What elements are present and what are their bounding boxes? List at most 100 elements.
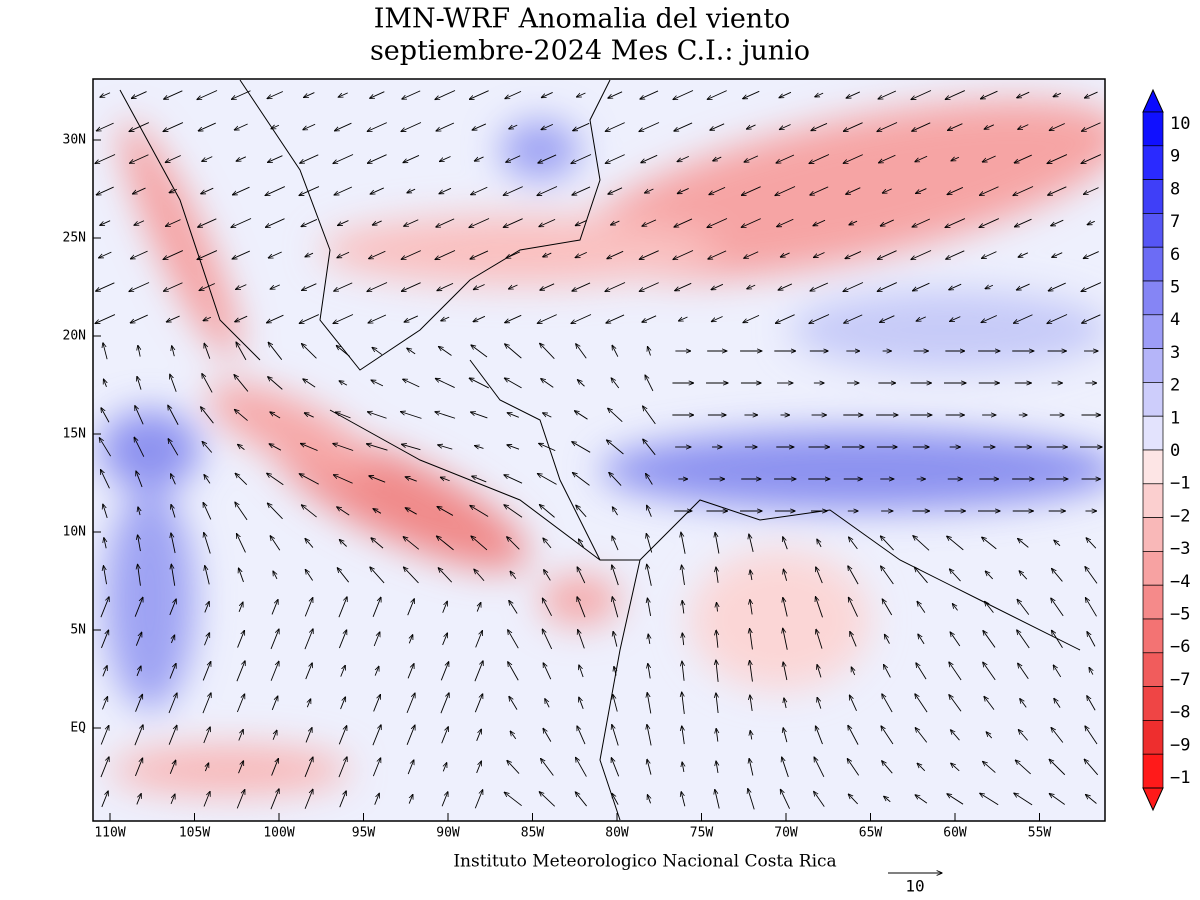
- wind-vector: [884, 665, 891, 678]
- wind-vector: [138, 345, 140, 357]
- wind-vector: [509, 125, 518, 129]
- wind-vector: [300, 154, 319, 163]
- wind-vector: [647, 725, 652, 746]
- wind-vector: [575, 792, 587, 807]
- colorbar-arrow-top: [1142, 88, 1164, 113]
- map-frame: [92, 78, 1106, 822]
- wind-vector: [913, 282, 930, 291]
- wind-vector: [946, 250, 965, 259]
- wind-vector: [236, 661, 245, 682]
- wind-vector: [813, 219, 826, 225]
- wind-vector: [136, 794, 141, 805]
- wind-vector: [748, 789, 755, 810]
- wind-vector: [677, 155, 690, 161]
- wind-vector: [782, 757, 789, 778]
- wind-vector: [135, 406, 144, 425]
- wind-vector: [577, 597, 586, 618]
- lon-label: 60W: [943, 826, 967, 841]
- wind-vector: [1053, 93, 1062, 96]
- wind-vector: [270, 629, 279, 650]
- wind-vector: [333, 314, 354, 324]
- wind-vector: [134, 220, 145, 225]
- wind-vector: [1087, 221, 1095, 224]
- wind-vector: [817, 697, 822, 709]
- wind-vector: [302, 283, 317, 291]
- colorbar-label: 5: [1170, 278, 1180, 298]
- wind-vector: [235, 502, 248, 521]
- lon-label: 70W: [774, 826, 798, 841]
- wind-vector: [202, 693, 211, 714]
- wind-vector: [165, 219, 181, 227]
- wind-vector: [646, 474, 653, 485]
- wind-vector: [476, 761, 482, 774]
- wind-vector: [439, 346, 452, 356]
- wind-vector: [163, 122, 184, 132]
- wind-vector: [441, 317, 450, 321]
- wind-vector: [783, 662, 788, 681]
- wind-vector: [203, 792, 210, 807]
- wind-vector: [815, 597, 823, 618]
- wind-vector: [575, 411, 588, 420]
- wind-vector: [441, 727, 449, 744]
- wind-vector: [507, 413, 519, 418]
- wind-vector: [374, 793, 380, 805]
- wind-vector: [371, 380, 384, 387]
- wind-vector: [99, 438, 112, 457]
- wind-vector: [809, 314, 830, 323]
- wind-vector: [952, 604, 958, 611]
- wind-vector: [307, 699, 310, 708]
- wind-vector: [881, 566, 894, 585]
- lon-label: 110W: [94, 826, 125, 841]
- wind-vector: [129, 122, 150, 132]
- wind-vector: [578, 630, 585, 649]
- wind-vector: [1014, 314, 1033, 324]
- wind-vector: [682, 726, 685, 745]
- wind-vector: [612, 536, 619, 551]
- wind-vector: [750, 660, 753, 682]
- wind-vector: [132, 187, 146, 194]
- wind-vector: [305, 663, 312, 680]
- wind-vector: [373, 632, 380, 647]
- title-line: septiembre-2024 Mes C.I.: junio: [370, 36, 810, 67]
- wind-vector: [472, 123, 487, 130]
- wind-vector: [305, 728, 312, 743]
- wind-vector: [848, 566, 859, 585]
- wind-vector: [172, 346, 175, 357]
- colorbar-label: −8: [1170, 703, 1190, 723]
- wind-vector: [96, 282, 115, 291]
- wind-vector: [851, 667, 854, 676]
- wind-vector: [606, 314, 625, 323]
- wind-vector: [877, 122, 898, 131]
- wind-vector: [674, 218, 693, 227]
- wind-vector: [435, 90, 456, 99]
- wind-vector: [503, 186, 523, 196]
- wind-vector: [537, 474, 557, 485]
- wind-vector: [882, 761, 893, 774]
- wind-vector: [643, 406, 656, 425]
- wind-vector: [847, 759, 860, 776]
- wind-vector: [810, 282, 829, 291]
- wind-vector: [915, 795, 928, 804]
- wind-vector: [539, 505, 555, 518]
- wind-vector: [612, 597, 619, 618]
- wind-vector: [750, 731, 752, 740]
- wind-vector: [849, 537, 858, 550]
- wind-vector: [577, 92, 586, 97]
- wind-vector: [205, 763, 208, 772]
- wind-vector: [204, 343, 211, 359]
- wind-vector: [273, 571, 277, 580]
- wind-vector: [401, 412, 422, 419]
- wind-vector: [101, 630, 108, 649]
- wind-vector: [103, 504, 108, 518]
- wind-vector: [436, 218, 455, 227]
- wind-vector: [1018, 663, 1029, 680]
- wind-vector: [879, 154, 896, 163]
- wind-vector: [135, 694, 143, 712]
- lon-label: 80W: [605, 826, 629, 841]
- colorbar-segment: [1142, 551, 1164, 586]
- lat-label: 10N: [63, 525, 86, 540]
- wind-vector: [334, 282, 353, 291]
- wind-vector: [880, 219, 894, 226]
- wind-vector: [716, 567, 718, 583]
- colorbar-label: 0: [1170, 441, 1180, 461]
